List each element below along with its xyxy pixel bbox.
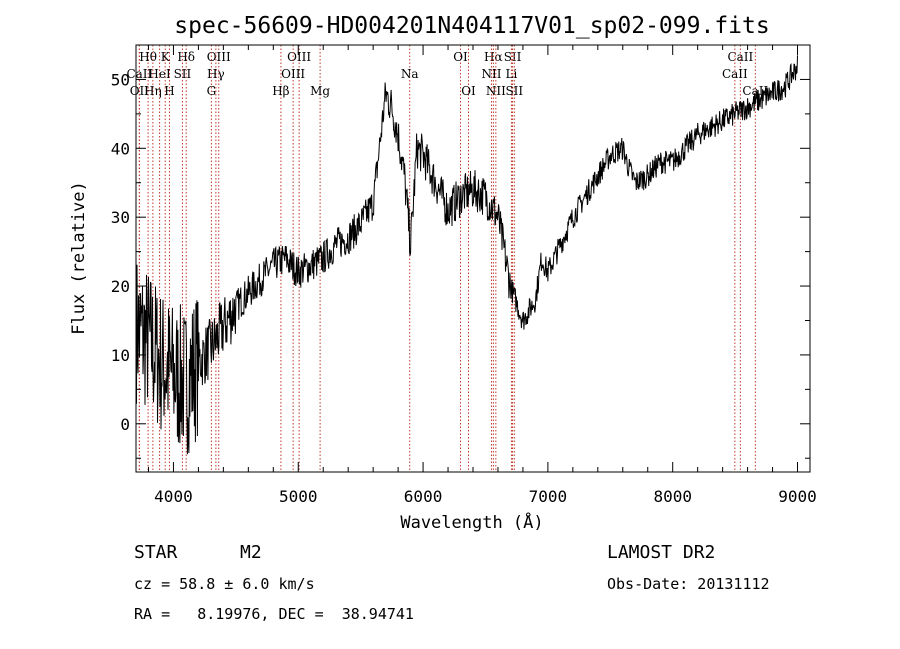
spectral-line-label: OII bbox=[130, 84, 150, 98]
spectral-line-label: OI bbox=[453, 50, 468, 64]
y-tick-label: 30 bbox=[111, 208, 130, 227]
x-tick-label: 6000 bbox=[404, 487, 443, 506]
x-tick-label: 7000 bbox=[529, 487, 568, 506]
coordinates-readout: RA = 8.19976, DEC = 38.94741 bbox=[134, 605, 414, 623]
spectral-line-label: Hδ bbox=[177, 50, 195, 64]
plot-frame bbox=[135, 44, 811, 473]
spectral-line-label: Na bbox=[401, 67, 419, 81]
spectral-subclass: M2 bbox=[240, 542, 262, 563]
spectral-line-label: SII bbox=[505, 84, 523, 98]
y-axis-label: Flux (relative) bbox=[69, 181, 89, 335]
spectral-line-label: HeI bbox=[148, 67, 171, 81]
spectrum-line bbox=[136, 55, 798, 455]
spectral-line-label: K bbox=[161, 50, 171, 64]
object-class: STAR bbox=[134, 542, 178, 563]
x-tick-label: 8000 bbox=[653, 487, 692, 506]
y-axis-ticks: 0 10 20 30 40 50 bbox=[111, 44, 810, 459]
chart-title: spec-56609-HD004201N404117V01_sp02-099.f… bbox=[174, 13, 769, 39]
spectrum-trace bbox=[136, 55, 798, 455]
survey-name: LAMOST DR2 bbox=[607, 542, 715, 563]
x-tick-label: 4000 bbox=[154, 487, 193, 506]
y-tick-label: 50 bbox=[111, 70, 130, 89]
spectral-line-label: SII bbox=[504, 50, 522, 64]
y-tick-label: 20 bbox=[111, 277, 130, 296]
spectral-line-label: G bbox=[207, 84, 217, 98]
spectral-line-label: Mg bbox=[310, 84, 330, 98]
spectral-line-label: Hα bbox=[484, 50, 503, 64]
x-tick-label: 5000 bbox=[279, 487, 318, 506]
spectral-line-label: NII bbox=[486, 84, 506, 98]
spectral-line-label: NII bbox=[481, 67, 501, 81]
y-tick-label: 40 bbox=[111, 139, 130, 158]
spectral-line-label: Hβ bbox=[272, 84, 289, 98]
spectral-line-label: SII bbox=[174, 67, 192, 81]
observation-date: Obs-Date: 20131112 bbox=[607, 575, 770, 593]
spectral-line-label: Hη bbox=[144, 84, 162, 98]
spectral-line-label: Hθ bbox=[139, 50, 157, 64]
spectral-line-label: CaII bbox=[727, 50, 753, 64]
x-axis-ticks: 4000 5000 6000 7000 8000 9000 bbox=[147, 45, 817, 506]
x-axis-label: Wavelength (Å) bbox=[400, 511, 543, 533]
redshift-readout: cz = 58.8 ± 6.0 km/s bbox=[134, 575, 315, 593]
spectral-line-label: Hγ bbox=[207, 67, 225, 81]
y-tick-label: 10 bbox=[111, 346, 130, 365]
spectral-line-label: OIII bbox=[207, 50, 231, 64]
spectral-line-label: OIII bbox=[281, 67, 305, 81]
x-tick-label: 9000 bbox=[778, 487, 817, 506]
spectral-line-label: Li bbox=[506, 67, 518, 81]
spectral-line-label: CaII bbox=[722, 67, 748, 81]
y-tick-label: 0 bbox=[120, 415, 130, 434]
spectral-line-label: OIII bbox=[287, 50, 311, 64]
spectral-line-label: OI bbox=[461, 84, 476, 98]
spectral-line-label: H bbox=[164, 84, 174, 98]
